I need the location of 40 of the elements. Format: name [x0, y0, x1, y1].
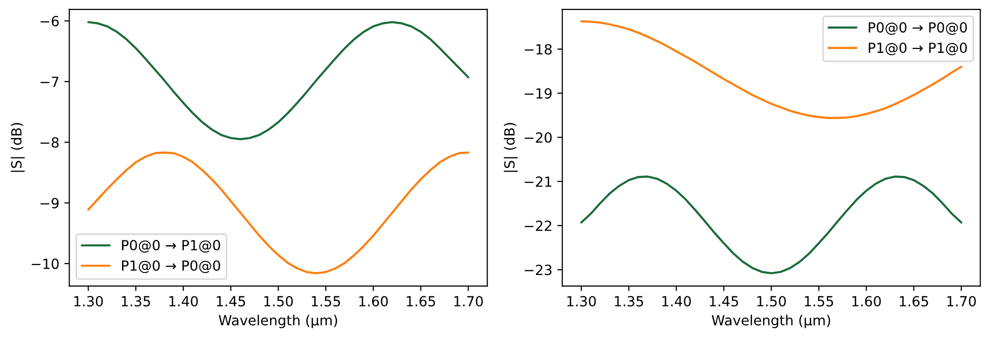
- x-tick-label: 1.35: [122, 296, 150, 306]
- y-tick-label: −20: [524, 132, 552, 143]
- y-tick-label: −23: [524, 264, 552, 276]
- y-tick-label: −10: [32, 258, 59, 270]
- x-axis-title: Wavelength (μm): [218, 314, 338, 328]
- legend-label: P1@0 → P0@0: [122, 260, 220, 274]
- y-tick-label: −21: [524, 176, 552, 187]
- x-tick-label: 1.60: [852, 296, 881, 306]
- x-tick-label: 1.30: [567, 296, 596, 306]
- x-tick-label: 1.30: [74, 296, 103, 306]
- x-axis-title: Wavelength (μm): [712, 314, 830, 328]
- y-tick-label: −8: [40, 137, 59, 148]
- y-tick-label: −18: [524, 44, 552, 55]
- y-axis-title: |S| (dB): [10, 123, 25, 172]
- y-tick-label: −6: [40, 16, 59, 26]
- x-tick-label: 1.70: [947, 296, 976, 306]
- x-tick-label: 1.40: [169, 296, 198, 306]
- x-tick-label: 1.55: [804, 296, 834, 306]
- x-tick-label: 1.65: [406, 296, 436, 306]
- x-tick-label: 1.35: [614, 296, 644, 306]
- x-tick-label: 1.60: [359, 296, 388, 306]
- x-tick-label: 1.65: [900, 296, 928, 306]
- x-tick-label: 1.50: [757, 296, 786, 306]
- x-tick-label: 1.50: [264, 296, 293, 306]
- y-axis-title: |S| (dB): [504, 123, 518, 172]
- x-tick-label: 1.40: [662, 296, 691, 306]
- legend-label: P0@0 → P0@0: [868, 22, 967, 35]
- x-tick-label: 1.55: [312, 296, 340, 306]
- line-series: [87, 152, 470, 274]
- x-tick-label: 1.70: [454, 296, 483, 306]
- x-tick-label: 1.45: [710, 296, 738, 306]
- y-tick-label: −7: [40, 76, 58, 87]
- y-tick-label: −9: [40, 198, 59, 208]
- line-series: [87, 21, 470, 140]
- x-tick-label: 1.45: [216, 296, 246, 306]
- y-tick-label: −22: [524, 220, 552, 231]
- y-tick-label: −19: [524, 88, 552, 99]
- line-series: [580, 176, 962, 274]
- legend-label: P0@0 → P1@0: [122, 240, 220, 253]
- legend-label: P1@0 → P1@0: [868, 42, 967, 56]
